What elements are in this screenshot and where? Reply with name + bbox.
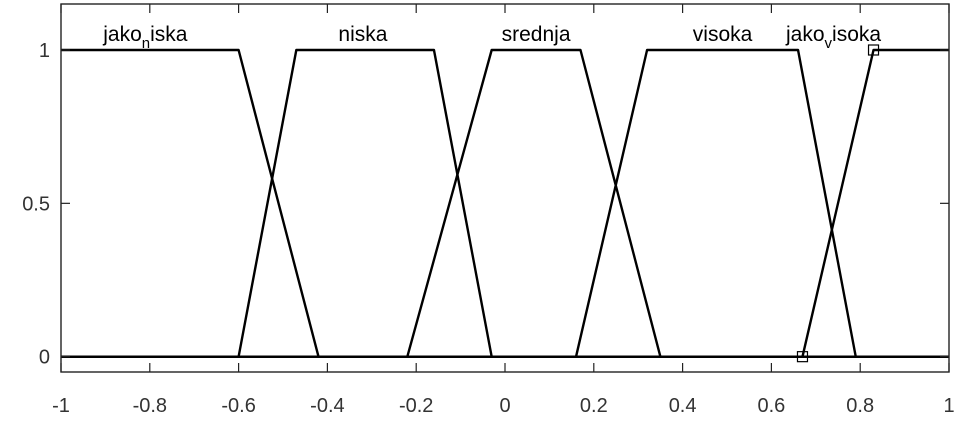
mf-label-1: jakoniska xyxy=(102,23,188,52)
mf-label-layer: jakoniska niska srednja visoka jakovisoka xyxy=(102,23,881,52)
tick-layer: -1 -0.8 -0.6 -0.4 -0.2 0 0.2 0.4 0.6 0.8 1 0 0.5 1 xyxy=(22,4,954,417)
vertex-marker-2[interactable] xyxy=(867,44,880,56)
x-tick-label: -0.8 xyxy=(133,395,167,417)
x-tick-label: -0.2 xyxy=(399,395,433,417)
vertex-marker-1[interactable] xyxy=(796,351,809,363)
series-line-5 xyxy=(61,48,949,358)
plot-background xyxy=(61,4,949,372)
x-tick-label: -0.6 xyxy=(221,395,255,417)
x-tick-label: -1 xyxy=(52,395,70,417)
x-tick-label: 0.2 xyxy=(580,395,608,417)
plot-frame xyxy=(60,3,950,373)
y-tick-label: 0.5 xyxy=(22,193,50,215)
mf-label-2: niska xyxy=(338,23,387,46)
mf-label-5: jakovisoka xyxy=(785,23,881,52)
series-layer xyxy=(61,48,949,358)
x-tick-label: 0 xyxy=(499,395,510,417)
x-tick-label: -0.4 xyxy=(310,395,344,417)
mf-label-4: visoka xyxy=(693,23,753,46)
x-tick-label: 0.4 xyxy=(669,395,697,417)
x-tick-label: 0.8 xyxy=(846,395,874,417)
y-tick-label: 0 xyxy=(39,347,50,369)
mf-label-3: srednja xyxy=(502,23,571,46)
x-tick-label: 0.6 xyxy=(757,395,785,417)
marker-layer xyxy=(796,44,880,363)
y-tick-label: 1 xyxy=(39,40,50,62)
x-tick-label: 1 xyxy=(943,395,954,417)
